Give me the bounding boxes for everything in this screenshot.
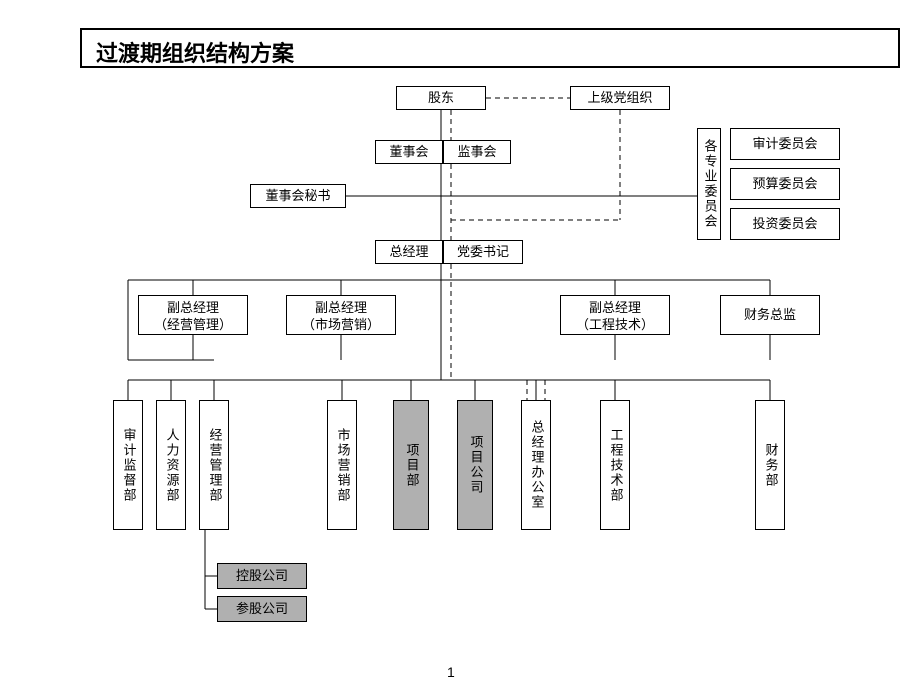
node-dgm_ops: 副总经理（经营管理） [138,295,248,335]
node-dept_finance: 财务部 [755,400,785,530]
node-committees_label: 各专业委员会 [697,128,721,240]
page-number: 1 [447,664,455,680]
node-dept_project: 项目部 [393,400,429,530]
node-board_secretary: 董事会秘书 [250,184,346,208]
node-dept_audit: 审计监督部 [113,400,143,530]
node-budget_committee: 预算委员会 [730,168,840,200]
node-cfo: 财务总监 [720,295,820,335]
node-dept_ops: 经营管理部 [199,400,229,530]
page-title: 过渡期组织结构方案 [80,28,900,68]
node-dept_eng: 工程技术部 [600,400,630,530]
node-dept_hr: 人力资源部 [156,400,186,530]
node-equity: 参股公司 [217,596,307,622]
node-holding: 控股公司 [217,563,307,589]
node-audit_committee: 审计委员会 [730,128,840,160]
node-gm: 总经理 [375,240,443,264]
node-dept_marketing: 市场营销部 [327,400,357,530]
node-dgm_marketing: 副总经理（市场营销） [286,295,396,335]
node-invest_committee: 投资委员会 [730,208,840,240]
node-upper_party: 上级党组织 [570,86,670,110]
title-text: 过渡期组织结构方案 [96,41,294,66]
node-dept_project_co: 项目公司 [457,400,493,530]
node-dgm_eng: 副总经理（工程技术） [560,295,670,335]
node-dept_gm_office: 总经理办公室 [521,400,551,530]
node-board: 董事会 [375,140,443,164]
node-shareholder: 股东 [396,86,486,110]
node-party_secretary: 党委书记 [443,240,523,264]
node-supervisors: 监事会 [443,140,511,164]
